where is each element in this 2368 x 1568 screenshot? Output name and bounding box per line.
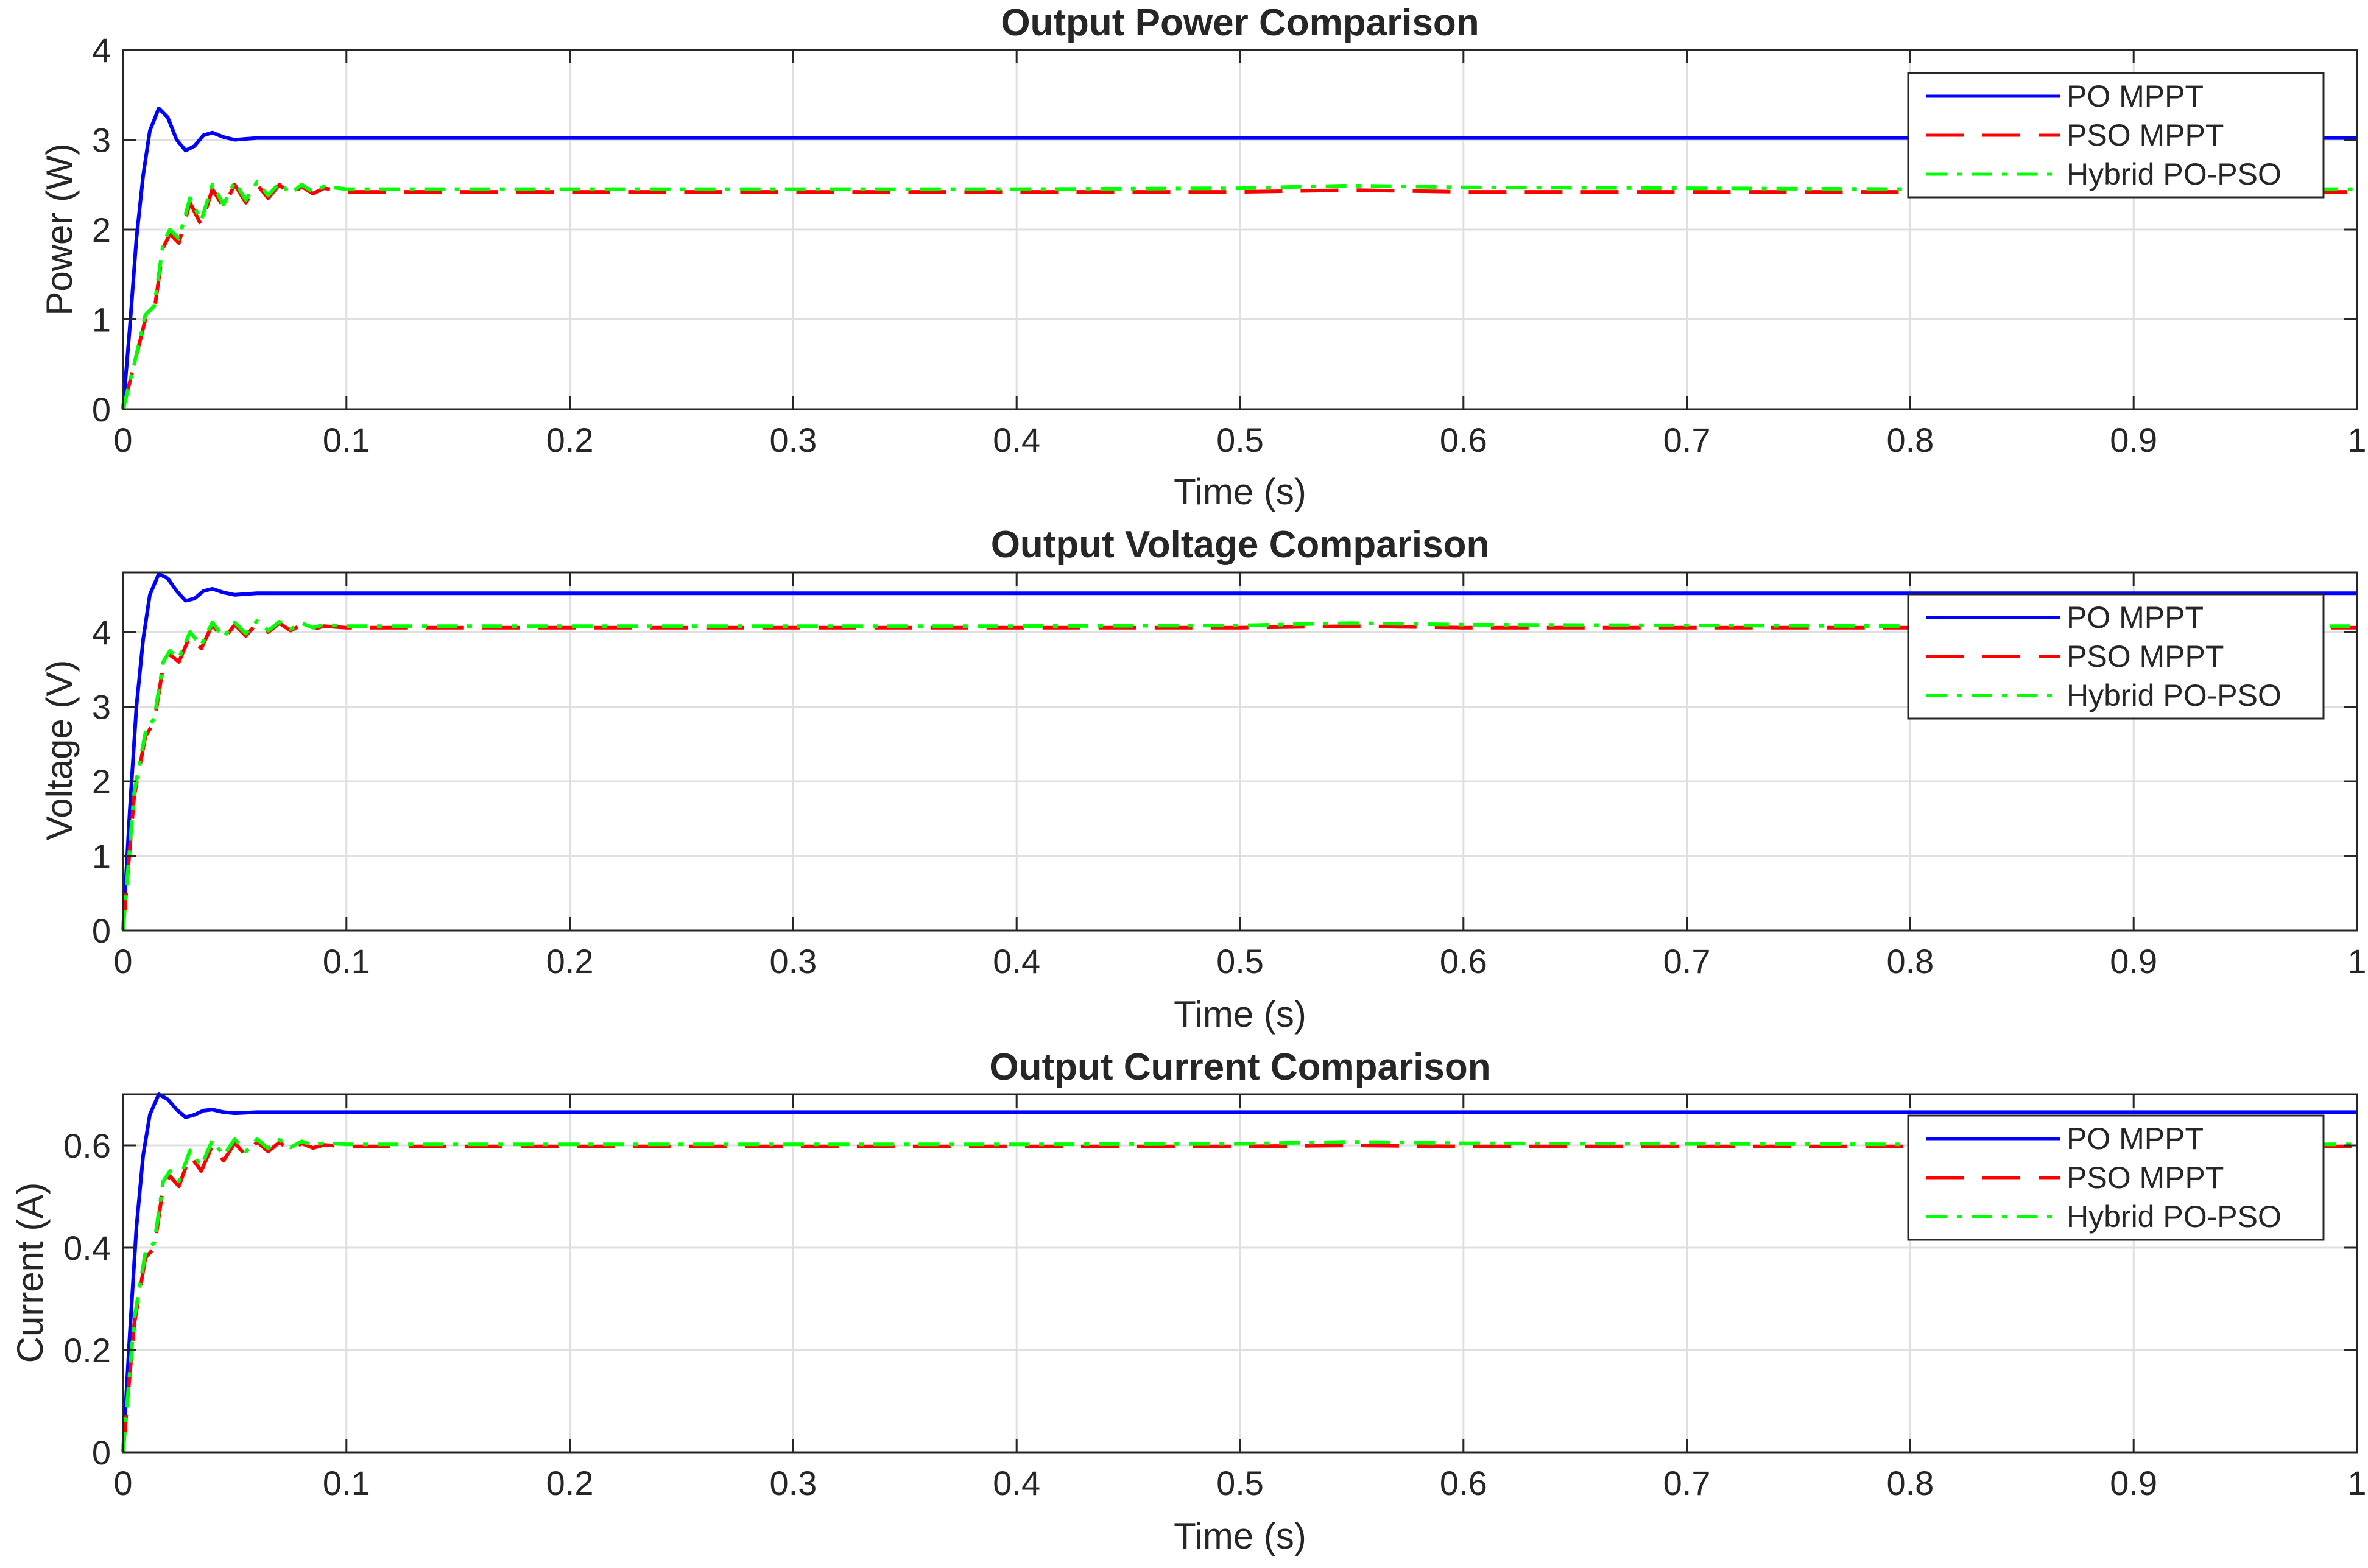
y-tick-label: 0.2 [63,1331,111,1369]
y-tick-label: 3 [92,121,111,160]
plot-area: 0 0.1 0.2 0.3 0.4 0.5 0.6 0.7 0.8 0.9 1 0 1 2 3 4 [92,31,2367,459]
x-tick-label: 0.1 [323,942,370,980]
x-tick-label: 0 [113,942,132,980]
series-line [121,1137,2357,1453]
legend: PO MPPT PSO MPPT Hybrid PO-PSO [1907,1114,2325,1241]
x-tick-label: 0.6 [1440,421,1487,459]
x-axis-label: Time (s) [1174,994,1306,1035]
series-line [121,1092,2357,1453]
legend-label: PSO MPPT [2067,639,2224,673]
y-tick-label: 0 [92,390,111,429]
legend-label: PO MPPT [2067,79,2204,113]
x-tick-label: 0.7 [1663,942,1711,980]
x-tick-label: 0.2 [546,1464,594,1502]
series-line [121,183,2357,410]
series-line [121,106,2357,410]
x-tick-label: 0 [113,1464,132,1502]
x-tick-label: 0 [113,421,132,459]
plot-area: 0 0.1 0.2 0.3 0.4 0.5 0.6 0.7 0.8 0.9 1 0 0.2 0.4 0.6 [63,1092,2367,1502]
x-tick-label: 0.5 [1216,1464,1264,1502]
x-tick-label: 0.7 [1663,1464,1711,1502]
y-tick-label: 1 [92,301,111,339]
x-axis-label: Time (s) [1174,1516,1306,1556]
panel-title: Output Voltage Comparison [991,524,1490,566]
x-tick-label: 0.4 [993,421,1040,459]
y-tick-label: 0 [92,912,111,950]
panel-title: Output Power Comparison [1001,2,1479,44]
series-line [121,180,2357,410]
x-tick-label: 0.8 [1886,1464,1934,1502]
legend-label: Hybrid PO-PSO [2067,1200,2282,1234]
legend-box [1907,1114,2325,1241]
series-line [121,619,2357,931]
legend-box [1907,72,2325,199]
y-tick-label: 2 [92,211,111,249]
legend-label: Hybrid PO-PSO [2067,678,2282,712]
legend: PO MPPT PSO MPPT Hybrid PO-PSO [1907,72,2325,199]
power-panel: Output Power Comparison Time (s) Power (… [39,2,2367,512]
y-tick-label: 0.4 [63,1229,111,1267]
x-tick-label: 0.1 [323,1464,370,1502]
y-tick-label: 4 [92,613,111,652]
y-axis-label: Current (A) [10,1183,51,1363]
y-tick-label: 4 [92,31,111,69]
x-tick-label: 0.6 [1440,942,1487,980]
y-tick-label: 1 [92,837,111,876]
y-tick-label: 0 [92,1433,111,1472]
x-tick-label: 0.3 [769,421,817,459]
y-tick-label: 2 [92,762,111,801]
y-axis-label: Power (W) [39,143,80,315]
legend: PO MPPT PSO MPPT Hybrid PO-PSO [1907,593,2325,720]
x-tick-label: 1 [2347,421,2366,459]
legend-label: PO MPPT [2067,1122,2204,1156]
x-tick-label: 0.1 [323,421,370,459]
x-tick-label: 1 [2347,1464,2366,1502]
legend-box [1907,593,2325,720]
x-tick-label: 0.2 [546,421,594,459]
x-tick-label: 0.4 [993,942,1040,980]
x-tick-label: 0.2 [546,942,594,980]
voltage-panel: Output Voltage Comparison Time (s) Volta… [39,524,2367,1035]
x-tick-label: 1 [2347,942,2366,980]
x-axis-label: Time (s) [1174,471,1306,512]
y-tick-label: 0.6 [63,1127,111,1165]
y-axis-label: Voltage (V) [39,660,80,841]
panel-title: Output Current Comparison [989,1046,1490,1088]
x-tick-label: 0.5 [1216,942,1264,980]
x-tick-label: 0.9 [2110,421,2157,459]
legend-label: PSO MPPT [2067,118,2224,152]
legend-label: Hybrid PO-PSO [2067,157,2282,191]
x-tick-label: 0.8 [1886,421,1934,459]
x-tick-label: 0.7 [1663,421,1711,459]
x-tick-label: 0.3 [769,1464,817,1502]
y-tick-label: 3 [92,688,111,726]
series-line [121,1140,2357,1453]
legend-label: PSO MPPT [2067,1161,2224,1195]
x-tick-label: 0.8 [1886,942,1934,980]
series-line [121,572,2357,931]
current-panel: Output Current Comparison Time (s) Curre… [10,1046,2367,1556]
x-tick-label: 0.9 [2110,1464,2157,1502]
x-tick-label: 0.6 [1440,1464,1487,1502]
legend-label: PO MPPT [2067,600,2204,635]
x-tick-label: 0.4 [993,1464,1040,1502]
x-tick-label: 0.9 [2110,942,2157,980]
x-tick-label: 0.5 [1216,421,1264,459]
x-tick-label: 0.3 [769,942,817,980]
